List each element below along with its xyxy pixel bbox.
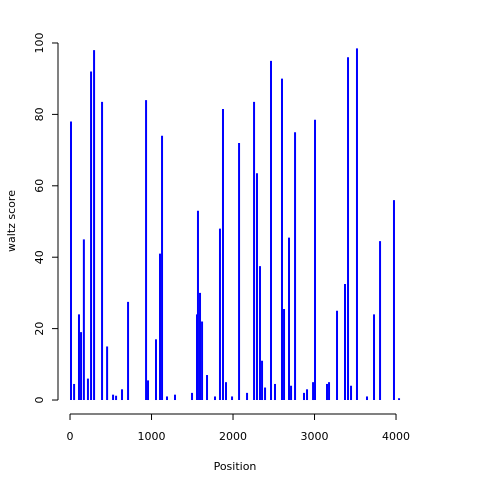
x-tick-label: 2000 — [219, 430, 247, 443]
x-axis-label: Position — [214, 460, 257, 473]
y-tick-label: 80 — [33, 107, 46, 121]
y-tick-label: 20 — [33, 322, 46, 336]
y-tick-label: 60 — [33, 179, 46, 193]
y-tick-label: 100 — [33, 32, 46, 53]
x-tick-label: 3000 — [301, 430, 329, 443]
x-tick-label: 4000 — [382, 430, 410, 443]
y-tick-label: 0 — [33, 397, 46, 404]
y-tick-label: 40 — [33, 250, 46, 264]
x-tick-label: 0 — [67, 430, 74, 443]
x-tick-label: 1000 — [138, 430, 166, 443]
y-axis-label: waltz score — [5, 190, 18, 252]
